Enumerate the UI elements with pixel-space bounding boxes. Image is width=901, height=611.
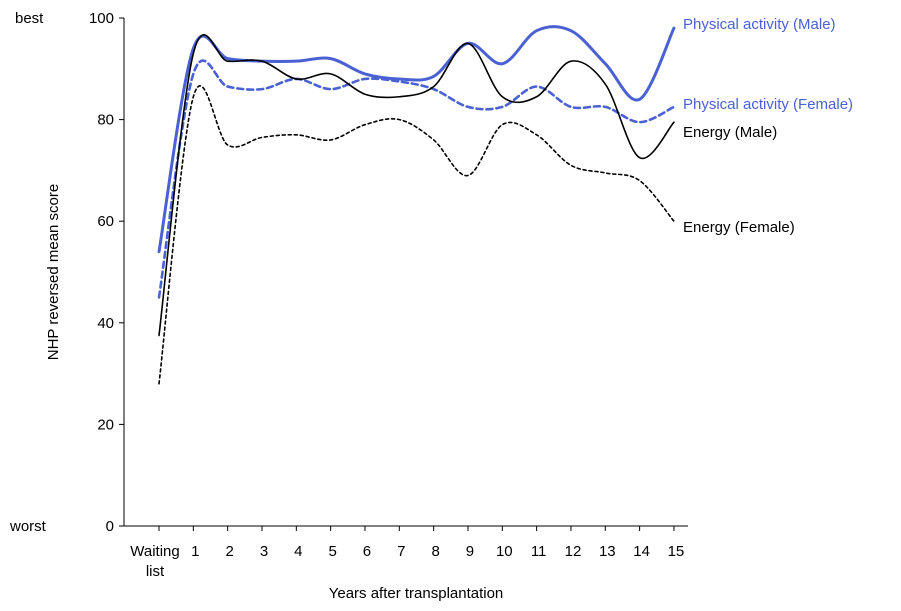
x-tick-label: 3 (260, 543, 268, 560)
y-tick-label: 80 (97, 112, 114, 129)
series-line-energy-female (158, 85, 675, 385)
y-tick-label: 0 (106, 518, 114, 535)
x-tick-label: 15 (668, 543, 685, 560)
y-tick-label: 20 (97, 416, 114, 433)
y-annotation-best: best (15, 10, 44, 27)
x-tick-label: 6 (363, 543, 371, 560)
y-tick-label: 60 (97, 213, 114, 230)
series-label-physical-activity-female: Physical activity (Female) (683, 96, 853, 113)
series-layer (157, 25, 676, 385)
x-tick-label: 14 (633, 543, 650, 560)
x-axis-title: Years after transplantation (329, 585, 504, 602)
y-annotation-worst: worst (9, 518, 47, 535)
series-label-energy-male: Energy (Male) (683, 124, 777, 141)
x-tick-label: 7 (397, 543, 405, 560)
series-label-physical-activity-male: Physical activity (Male) (683, 16, 836, 33)
x-tick-label: 11 (531, 543, 547, 560)
series-line-energy-male (158, 34, 675, 337)
x-tick-label: 4 (294, 543, 302, 560)
x-tick-label: 9 (466, 543, 474, 560)
axes: 0 20 40 60 80 100 best worst NHP reversed mean s… (9, 10, 688, 602)
y-tick-label: 40 (97, 315, 114, 332)
y-tick-label: 100 (89, 10, 114, 27)
x-tick-label: 8 (431, 543, 439, 560)
x-tick-label-waiting-list: Waiting list (130, 543, 179, 580)
x-tick-label: 12 (565, 543, 582, 560)
labels-layer: Physical activity (Male) Physical activit… (683, 16, 853, 236)
series-line-physical-activity-male (157, 25, 676, 254)
y-axis-title: NHP reversed mean score (45, 184, 62, 360)
x-tick-label: 5 (328, 543, 336, 560)
series-line-physical-activity-female (157, 59, 676, 299)
x-tick-label: 10 (496, 543, 513, 560)
series-label-energy-female: Energy (Female) (683, 219, 795, 236)
x-tick-label: 1 (191, 543, 199, 560)
x-tick-label: 2 (225, 543, 233, 560)
x-tick-label: 13 (599, 543, 616, 560)
